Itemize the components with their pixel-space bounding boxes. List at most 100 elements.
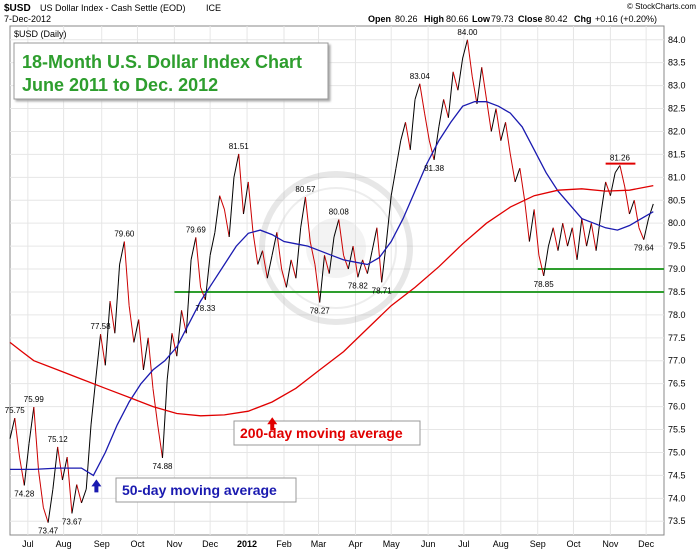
price-segment [157,424,163,459]
price-segment [114,264,121,334]
price-segment [471,76,478,105]
price-segment [400,122,406,141]
x-tick-label: Oct [566,539,581,549]
y-axis: 73.5 74.0 74.5 75.0 75.5 76.0 76.5 77.0 77.5 78.0… [668,35,686,526]
y-tick-label: 82.5 [668,104,686,114]
price-segment [533,209,540,256]
price-segment [595,213,602,251]
price-segment [486,99,492,132]
price-annotation: 78.27 [310,307,331,316]
price-segment [552,227,559,251]
price-segment [648,203,654,219]
coin-watermark [259,171,413,325]
price-segment [586,223,592,247]
ma50-arrow-icon [91,479,102,493]
price-segment [338,219,345,256]
price-segment [405,122,411,150]
ohlc-readout: Open 80.26 High 80.66 Low 79.73 Close 80… [368,14,657,24]
support-resistance-lines [174,162,664,293]
price-segment [238,153,244,215]
y-tick-label: 78.0 [668,310,686,320]
price-segment [633,200,640,228]
price-segment [505,122,511,155]
close-value: 80.42 [545,14,568,24]
price-segment [185,259,192,334]
price-segment [81,488,87,504]
price-segment [161,379,168,458]
low-value: 79.73 [491,14,514,24]
price-segment [371,227,378,251]
price-segment [209,232,216,256]
title-line-1: 18-Month U.S. Dollar Index Chart [22,52,302,72]
panel-label: $USD (Daily) [14,29,67,39]
close-label: Close [518,14,543,24]
price-annotation: 84.00 [457,28,478,37]
y-tick-label: 75.0 [668,447,686,457]
price-segment [171,333,178,357]
price-annotation: 78.71 [372,286,393,295]
plot-area [9,25,665,536]
y-tick-label: 73.5 [668,516,686,526]
high-value: 80.66 [446,14,469,24]
y-tick-label: 80.0 [668,218,686,228]
x-tick-label: Apr [348,539,362,549]
price-segment [9,417,16,439]
y-tick-label: 81.5 [668,149,686,159]
price-segment [14,418,21,458]
price-segment [638,227,645,240]
price-segment [19,456,25,486]
price-annotation: 78.82 [348,281,369,290]
price-segment [576,218,583,260]
x-axis: Jul Aug Sep Oct Nov Dec 2012 Feb Mar Apr May Jun Jul… [22,539,655,549]
price-annotation: 83.04 [410,72,431,81]
chg-value: +0.16 (+0.20%) [595,14,657,24]
price-segment [524,200,530,242]
y-tick-label: 79.5 [668,241,686,251]
price-segment [390,168,397,196]
high-label: High [424,14,444,24]
x-tick-label: Aug [493,539,509,549]
price-annotation: 73.47 [38,527,59,536]
price-segment [419,83,426,114]
price-segment [528,209,535,242]
price-segment [466,39,473,77]
x-tick-label: 2012 [237,539,257,549]
price-segment [71,484,78,514]
price-segment [228,177,235,237]
y-tick-label: 74.0 [668,493,686,503]
price-segment [443,99,449,118]
price-segment [23,443,30,486]
chg-label: Chg [574,14,592,24]
price-segment [28,406,35,444]
price-annotation: 78.33 [195,304,216,313]
price-annotation: 73.67 [62,517,83,526]
open-label: Open [368,14,391,24]
price-segment [123,241,130,306]
y-tick-label: 79.0 [668,264,686,274]
price-segment [509,154,516,182]
price-segment [395,140,402,169]
x-tick-label: Feb [276,539,292,549]
price-segment [85,424,92,490]
price-annotation: 79.64 [634,244,655,253]
price-segment [424,113,430,141]
price-segment [95,334,102,380]
price-segment [347,246,354,270]
x-tick-label: Nov [166,539,183,549]
price-segment [490,108,497,132]
title-box: 18-Month U.S. Dollar Index Chart June 20… [13,42,329,100]
price-segment [433,126,440,160]
price-segment [200,287,206,300]
price-segment [624,186,630,215]
y-tick-label: 82.0 [668,126,686,136]
title-line-2: June 2011 to Dec. 2012 [22,75,218,95]
y-tick-label: 77.5 [668,333,686,343]
price-segment [47,489,54,523]
price-segment [262,250,268,279]
price-segment [628,200,635,215]
price-segment [447,71,454,118]
ma200-line [9,184,654,417]
price-segment [290,259,297,279]
price-segment [319,255,325,303]
